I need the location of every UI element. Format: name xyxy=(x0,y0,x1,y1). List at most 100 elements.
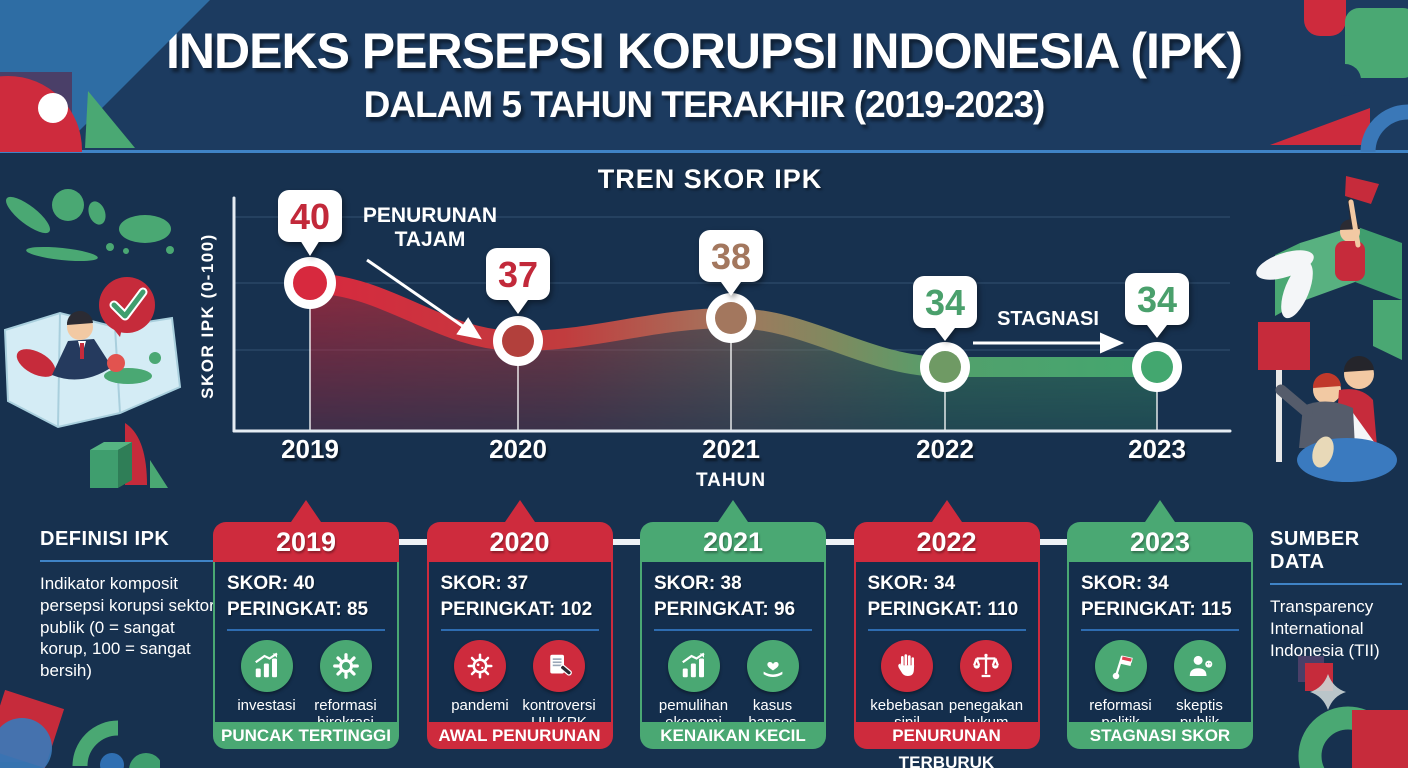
card-year: 2021 xyxy=(640,522,826,562)
value-bubble-2019: 40 xyxy=(278,190,342,256)
definition-text: Indikator komposit persepsi korupsi sekt… xyxy=(40,574,215,680)
rank-label: PERINGKAT: 110 xyxy=(867,598,1019,620)
factor: kontroversi UU KPK xyxy=(520,640,599,732)
score-label: SKOR: 37 xyxy=(440,573,529,594)
timeline-connector xyxy=(1039,539,1067,545)
card-year: 2019 xyxy=(213,522,399,562)
year-cards: 2019 SKOR: 40 PERINGKAT: 85 investasi xyxy=(213,500,1253,768)
page-title: INDEKS PERSEPSI KORUPSI INDONESIA (IPK) xyxy=(166,23,1243,79)
annotation-drop: PENURUNAN TAJAM xyxy=(363,204,497,340)
card-pointer-triangle xyxy=(931,500,962,522)
page-subtitle: DALAM 5 TAHUN TERAKHIR (2019-2023) xyxy=(363,84,1046,125)
card-caption: PUNCAK TERTINGGI xyxy=(213,722,399,749)
value-bubbles: 40 37 38 34 34 xyxy=(278,190,1189,341)
card-caption: KENAIKAN KECIL xyxy=(640,722,826,749)
dove-shape xyxy=(1256,250,1314,319)
card-pointer-triangle xyxy=(1145,500,1175,522)
card-year: 2020 xyxy=(426,522,613,562)
archipelago-silhouette xyxy=(6,189,174,262)
gear-icon xyxy=(319,640,372,693)
businessman-figure xyxy=(52,310,125,380)
decorative-shapes-top-right xyxy=(1270,0,1408,152)
factor: reformasi birokrasi xyxy=(306,640,385,732)
card-pointer-triangle xyxy=(718,500,748,522)
decorative-shapes-top-left xyxy=(0,0,210,152)
card-body: SKOR: 34 PERINGKAT: 115 reformasi politi… xyxy=(1067,562,1253,731)
card-caption: STAGNASI SKOR xyxy=(1067,722,1253,749)
value-bubble-2023: 34 xyxy=(1125,273,1189,338)
source-box: SUMBER DATA Transparency International I… xyxy=(1270,528,1402,661)
x-tick: 2021 xyxy=(702,434,760,464)
value-bubble-2022: 34 xyxy=(913,276,977,341)
x-tick: 2019 xyxy=(281,434,339,464)
flag-hand-icon xyxy=(1094,640,1147,693)
heading-underline xyxy=(1270,583,1402,585)
card-divider xyxy=(227,629,385,632)
score-label: SKOR: 38 xyxy=(654,573,742,594)
year-card-2020: 2020 SKOR: 37 PERINGKAT: 102 pandemi xyxy=(426,500,613,749)
heart-hand-icon xyxy=(746,640,799,693)
factor: pemulihan ekonomi xyxy=(654,640,733,732)
checkmark-bubble xyxy=(99,277,155,337)
factor: investasi xyxy=(227,640,306,732)
rank-label: PERINGKAT: 115 xyxy=(1081,598,1232,620)
card-body: SKOR: 38 PERINGKAT: 96 pemulihan ekonomi xyxy=(640,562,826,731)
x-tick: 2022 xyxy=(916,434,974,464)
indonesia-map-illustration xyxy=(3,189,182,488)
svg-text:34: 34 xyxy=(1137,279,1177,320)
data-points xyxy=(284,257,1182,392)
document-gavel-icon xyxy=(533,640,585,693)
factor: kasus bansos xyxy=(733,640,812,732)
definition-box: DEFINISI IPK Indikator komposit persepsi… xyxy=(40,528,220,682)
svg-text:38: 38 xyxy=(711,236,751,277)
x-tick: 2023 xyxy=(1128,434,1186,464)
decline-arrow xyxy=(366,258,482,340)
svg-text:40: 40 xyxy=(290,196,330,237)
value-bubble-2020: 37 xyxy=(486,248,550,314)
chart-title: TREN SKOR IPK xyxy=(597,164,823,194)
card-caption: AWAL PENURUNAN xyxy=(426,722,613,749)
rank-label: PERINGKAT: 85 xyxy=(227,598,369,620)
card-divider xyxy=(1081,629,1239,632)
bar-chart-up-icon xyxy=(240,640,293,693)
card-body: SKOR: 40 PERINGKAT: 85 investasi re xyxy=(213,562,399,731)
svg-text:34: 34 xyxy=(925,282,965,323)
protesters xyxy=(1258,322,1397,482)
rank-label: PERINGKAT: 96 xyxy=(654,598,796,620)
annotation-text: TAJAM xyxy=(395,228,466,251)
y-axis-label: SKOR IPK (0-100) xyxy=(198,233,217,399)
source-heading: SUMBER DATA xyxy=(1270,528,1360,573)
year-card-2019: 2019 SKOR: 40 PERINGKAT: 85 investasi xyxy=(213,500,399,749)
definition-heading: DEFINISI IPK xyxy=(40,528,170,550)
virus-icon xyxy=(454,640,506,693)
factor: reformasi politik xyxy=(1081,640,1160,732)
x-axis-ticks: 2019 2020 2021 2022 2023 xyxy=(0,434,1408,468)
year-card-2021: 2021 SKOR: 38 PERINGKAT: 96 pemulihan ek… xyxy=(640,500,826,749)
annotation-stagnation: STAGNASI xyxy=(973,308,1124,354)
timeline-connector xyxy=(612,539,640,545)
annotation-text: STAGNASI xyxy=(997,308,1099,330)
card-pointer-triangle xyxy=(291,500,321,522)
x-tick: 2020 xyxy=(489,434,547,464)
x-axis-label: TAHUN xyxy=(695,470,767,491)
person-with-flag xyxy=(1335,176,1379,281)
axes xyxy=(232,196,1232,433)
bar-chart-up-icon xyxy=(667,640,720,693)
line-chart: PENURUNAN TAJAM STAGNASI 40 37 38 34 xyxy=(232,190,1232,433)
timeline-connector xyxy=(826,539,854,545)
decorative-shapes-bottom-right xyxy=(1298,656,1408,768)
heading-underline xyxy=(40,560,220,562)
card-pointer-triangle xyxy=(504,500,535,522)
year-card-2023: 2023 SKOR: 34 PERINGKAT: 115 reformasi p… xyxy=(1067,500,1253,749)
card-year: 2023 xyxy=(1067,522,1253,562)
timeline-connector xyxy=(399,539,427,545)
factor: skeptis publik xyxy=(1160,640,1239,732)
protest-illustration xyxy=(1256,176,1402,482)
source-text: Transparency International Indonesia (TI… xyxy=(1270,597,1380,660)
score-label: SKOR: 34 xyxy=(1081,573,1169,594)
card-divider xyxy=(440,629,599,632)
card-body: SKOR: 37 PERINGKAT: 102 pandemi kon xyxy=(426,562,613,731)
card-year: 2022 xyxy=(853,522,1040,562)
card-divider xyxy=(654,629,812,632)
